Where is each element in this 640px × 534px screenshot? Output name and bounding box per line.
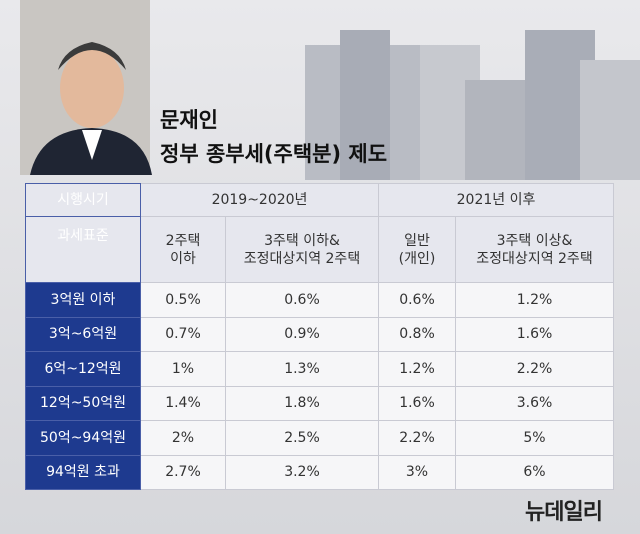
rate-cell: 0.6%: [225, 282, 379, 318]
header-line: 2주택: [165, 232, 201, 249]
rate-cell: 0.6%: [378, 282, 456, 318]
header-line: 3주택 이상&: [496, 232, 573, 249]
rate-cell: 1.4%: [140, 385, 226, 421]
row-label: 94억원 초과: [25, 454, 141, 490]
rate-cell: 1%: [140, 351, 226, 387]
rate-cell: 3.6%: [454, 385, 615, 421]
rate-cell: 1.6%: [454, 316, 615, 352]
header-cell: 2021년 이후: [377, 183, 615, 217]
rate-cell: 1.2%: [378, 351, 456, 387]
header-cell: 과세표준: [25, 216, 141, 283]
header-line: 3주택 이하&: [264, 232, 340, 249]
rate-cell: 2.5%: [225, 420, 379, 456]
rate-cell: 6%: [454, 454, 615, 490]
header-cell: 일반 (개인): [378, 216, 456, 283]
table-row: 3억~6억원 0.7% 0.9% 0.8% 1.6%: [25, 316, 615, 352]
rate-cell: 3%: [378, 454, 456, 490]
header-illustration: [20, 0, 640, 180]
rate-cell: 2.2%: [454, 351, 615, 387]
row-label: 3억~6억원: [25, 316, 141, 352]
rate-cell: 0.5%: [140, 282, 226, 318]
title-line: 문재인: [160, 108, 218, 132]
header-cell: 3주택 이하& 조정대상지역 2주택: [225, 216, 379, 283]
header-row: 시행시기 2019~2020년 2021년 이후: [25, 183, 615, 217]
title-line: 정부 종부세(주택분) 제도: [160, 142, 388, 166]
rate-cell: 5%: [454, 420, 615, 456]
table-row: 6억~12억원 1% 1.3% 1.2% 2.2%: [25, 351, 615, 387]
row-label: 3억원 이하: [25, 282, 141, 318]
rate-cell: 1.2%: [454, 282, 615, 318]
header-cell: 3주택 이상& 조정대상지역 2주택: [454, 216, 615, 283]
rate-cell: 2.7%: [140, 454, 226, 490]
header-row: 과세표준 2주택 이하 3주택 이하& 조정대상지역 2주택 일반 (개인) 3주택 이상& 조…: [25, 216, 615, 283]
header-cell: 2주택 이하: [140, 216, 226, 283]
header-line: 일반: [404, 232, 430, 249]
rate-cell: 0.8%: [378, 316, 456, 352]
rate-cell: 0.9%: [225, 316, 379, 352]
row-label: 50억~94억원: [25, 420, 141, 456]
header-line: 조정대상지역 2주택: [243, 250, 361, 267]
header-cell: 시행시기: [25, 183, 141, 217]
rate-cell: 2.2%: [378, 420, 456, 456]
row-label: 12억~50억원: [25, 385, 141, 421]
table-row: 3억원 이하 0.5% 0.6% 0.6% 1.2%: [25, 282, 615, 318]
tax-table: 시행시기 2019~2020년 2021년 이후 과세표준 2주택 이하 3주택 이하& 조정…: [25, 183, 615, 490]
rate-cell: 3.2%: [225, 454, 379, 490]
header-cell: 2019~2020년: [140, 183, 379, 217]
rate-cell: 2%: [140, 420, 226, 456]
rate-cell: 0.7%: [140, 316, 226, 352]
table-row: 12억~50억원 1.4% 1.8% 1.6% 3.6%: [25, 385, 615, 421]
logo: 뉴데일리: [525, 500, 603, 525]
row-label: 6억~12억원: [25, 351, 141, 387]
header-line: 조정대상지역 2주택: [476, 250, 593, 267]
table-row: 50억~94억원 2% 2.5% 2.2% 5%: [25, 420, 615, 456]
rate-cell: 1.3%: [225, 351, 379, 387]
header-line: 이하: [170, 250, 196, 267]
header-line: (개인): [398, 250, 436, 267]
table-row: 94억원 초과 2.7% 3.2% 3% 6%: [25, 454, 615, 490]
rate-cell: 1.8%: [225, 385, 379, 421]
rate-cell: 1.6%: [378, 385, 456, 421]
